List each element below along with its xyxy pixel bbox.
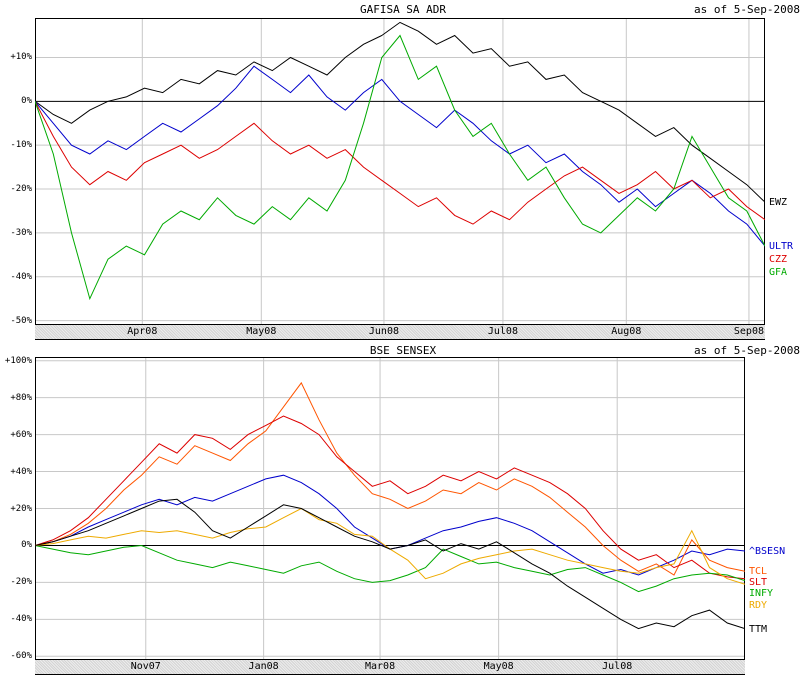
chart-canvas [35,18,765,325]
x-axis-strip [35,660,745,675]
series-label-infy: INFY [749,588,774,600]
y-tick-label: -40% [10,614,32,625]
gafisa-chart: GAFISA SA ADR as of 5-Sep-2008 +10% 0% -10… [0,0,806,341]
as-of-date: as of 5-Sep-2008 [694,344,800,357]
y-tick-label: -60% [10,651,32,662]
as-of-date: as of 5-Sep-2008 [694,3,800,16]
series-line-gfa [35,34,765,301]
y-tick-label: -10% [10,140,32,151]
series-label-slt: SLT [749,577,768,589]
series-label-tcl: TCL [749,566,768,578]
series-line-czz [35,101,765,225]
series-line-ewz [35,21,765,203]
series-label-gfa: GFA [769,267,788,279]
x-tick-label: Jul08 [602,661,633,672]
y-tick-label: -20% [10,577,32,588]
series-label-czz: CZZ [769,254,788,266]
y-tick-label: -30% [10,227,32,238]
series-label-bsesn: ^BSESN [749,545,786,557]
series-label-rdy: RDY [749,599,768,611]
series-line-slt [35,415,745,580]
x-tick-label: Jul08 [487,326,518,337]
x-tick-label: May08 [483,661,514,672]
series-line-ttm [35,498,745,630]
x-tick-label: Aug08 [611,326,642,337]
x-tick-label: Jun08 [368,326,399,337]
series-line-infy [35,544,745,593]
y-tick-label: -20% [10,184,32,195]
y-tick-label: 0% [21,540,32,551]
series-label-ewz: EWZ [769,197,788,209]
series-line-ultr [35,65,765,247]
plot-frame [35,357,745,660]
y-tick-label: +80% [10,392,32,403]
y-tick-label: +40% [10,466,32,477]
sensex-chart: BSE SENSEX as of 5-Sep-2008 +100% +80% +60… [0,341,806,683]
y-tick-label: -40% [10,271,32,282]
series-label-ultr: ULTR [769,241,794,253]
x-tick-label: Jan08 [248,661,279,672]
x-axis-strip [35,325,765,340]
y-tick-label: 0% [21,96,32,107]
x-tick-label: May08 [246,326,277,337]
x-tick-label: Apr08 [127,326,158,337]
x-tick-label: Mar08 [364,661,396,672]
y-tick-label: -50% [10,315,32,326]
y-tick-label: +20% [10,503,32,514]
plot-frame [35,18,765,325]
y-tick-label: +100% [4,355,32,366]
chart-canvas [35,357,745,660]
x-tick-label: Nov07 [130,661,161,672]
y-tick-label: +60% [10,429,32,440]
series-line-rdy [35,507,745,585]
chart-title: BSE SENSEX [369,344,437,357]
x-tick-label: Sep08 [733,326,764,337]
series-line-tcl [35,381,745,576]
series-label-ttm: TTM [749,623,768,635]
chart-title: GAFISA SA ADR [359,3,447,16]
y-tick-label: +10% [10,52,32,63]
